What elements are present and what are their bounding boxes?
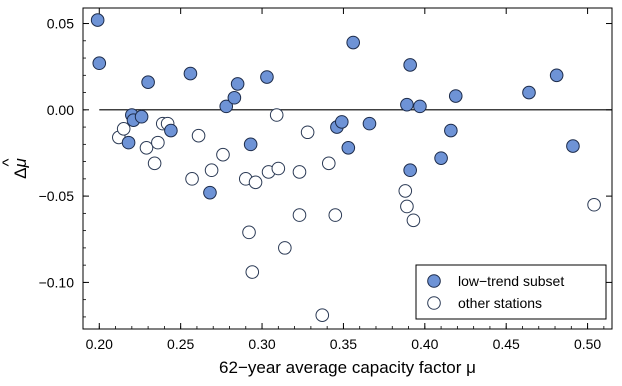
- x-tick-label: 0.40: [411, 336, 438, 352]
- point-other-station: [204, 163, 219, 178]
- x-tick-label: 0.25: [167, 336, 194, 352]
- point-other-station: [406, 213, 421, 228]
- point-other-station: [315, 308, 330, 322]
- point-low-trend: [362, 116, 377, 131]
- point-low-trend: [260, 70, 274, 84]
- points: [90, 13, 601, 322]
- x-tick-label: 0.45: [493, 336, 520, 352]
- point-other-station: [587, 197, 601, 212]
- point-low-trend: [403, 163, 417, 178]
- point-low-trend: [341, 140, 356, 155]
- point-other-station: [400, 199, 414, 214]
- point-low-trend: [413, 99, 427, 114]
- point-low-trend: [203, 185, 217, 200]
- x-tick-label: 0.50: [574, 336, 601, 352]
- point-low-trend: [522, 85, 536, 100]
- point-low-trend: [335, 115, 349, 129]
- legend-marker-other-stations: [427, 296, 441, 310]
- y-tick-label: 0.05: [47, 16, 74, 32]
- point-other-station: [191, 128, 206, 143]
- y-axis-title-text: Δμ: [11, 157, 30, 178]
- point-low-trend: [566, 139, 580, 153]
- point-low-trend: [243, 137, 258, 152]
- y-axis-title-accent: ^: [0, 158, 18, 166]
- point-other-station: [139, 140, 154, 155]
- point-low-trend: [448, 89, 463, 103]
- point-other-station: [292, 208, 307, 222]
- point-other-station: [151, 135, 165, 150]
- legend: low−trend subset other stations: [415, 264, 607, 320]
- plot-frame: [82, 7, 613, 330]
- point-low-trend: [134, 109, 149, 124]
- y-axis-title: Δμ^: [0, 157, 30, 178]
- point-low-trend: [434, 151, 448, 165]
- y-tick-label: 0.00: [47, 102, 74, 118]
- point-low-trend: [219, 99, 234, 114]
- y-tick-label: −0.05: [39, 188, 75, 204]
- point-other-station: [278, 241, 292, 255]
- axes: 0.20 0.25 0.30 0.35 0.40 0.45 0.50 0.05 0.00 −0.0…: [0, 7, 613, 377]
- legend-box: [415, 264, 607, 320]
- point-other-station: [328, 208, 343, 222]
- point-low-trend: [121, 135, 136, 150]
- point-other-station: [271, 161, 286, 176]
- point-other-station: [248, 175, 263, 190]
- point-low-trend: [183, 66, 198, 81]
- point-other-station: [300, 125, 315, 140]
- x-tick-label: 0.30: [248, 336, 275, 352]
- point-other-station: [185, 172, 199, 186]
- legend-marker-low-trend: [427, 274, 441, 288]
- point-other-station: [269, 108, 284, 122]
- x-tick-label: 0.35: [330, 336, 357, 352]
- point-other-station: [321, 156, 336, 171]
- point-other-station: [216, 147, 230, 162]
- point-other-station: [116, 122, 131, 136]
- point-low-trend: [403, 58, 417, 72]
- point-low-trend: [549, 68, 564, 83]
- point-other-station: [242, 225, 256, 240]
- point-other-station: [245, 265, 260, 279]
- y-tick-label: −0.10: [39, 274, 75, 290]
- point-low-trend: [227, 90, 242, 105]
- legend-label: low−trend subset: [458, 273, 564, 289]
- point-low-trend: [400, 97, 414, 112]
- point-low-trend: [230, 77, 245, 91]
- point-other-station: [398, 184, 413, 198]
- x-axis-title: 62−year average capacity factor μ: [219, 358, 476, 377]
- point-low-trend: [164, 123, 178, 138]
- point-other-station: [292, 165, 307, 179]
- point-other-station: [147, 156, 162, 171]
- legend-label: other stations: [458, 295, 542, 311]
- point-low-trend: [141, 75, 155, 90]
- point-low-trend: [92, 56, 107, 71]
- x-tick-label: 0.20: [86, 336, 113, 352]
- point-low-trend: [346, 35, 360, 50]
- point-low-trend: [90, 13, 105, 27]
- point-low-trend: [444, 123, 458, 138]
